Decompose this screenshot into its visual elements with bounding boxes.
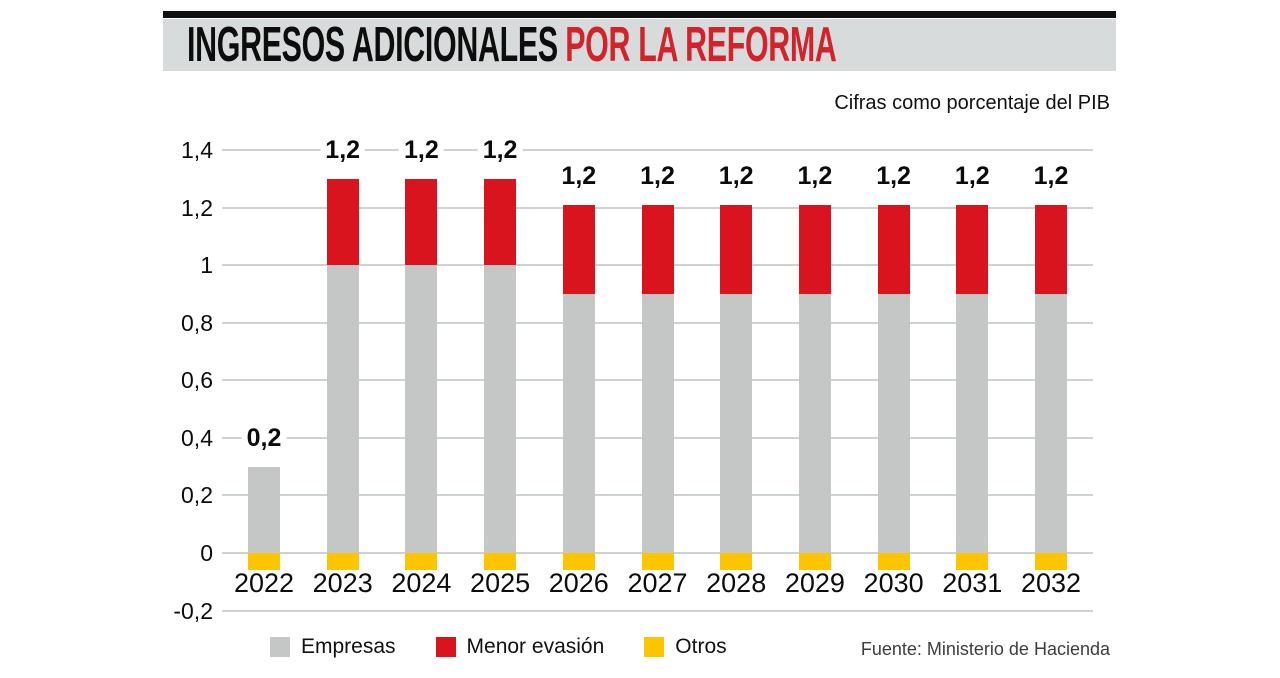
legend-swatch-menor-evasion <box>435 637 456 657</box>
bar-value-label: 0,2 <box>241 424 287 451</box>
y-tick-label: 0,2 <box>181 482 213 509</box>
x-tick-label: 2032 <box>1020 568 1082 598</box>
y-tick-label: 0,8 <box>181 309 213 336</box>
bar-segment-empresas <box>1035 293 1067 554</box>
x-tick-label: 2026 <box>548 568 609 598</box>
legend-item-menor-evasion: Menor evasión <box>435 635 605 658</box>
bar-segment-otros <box>798 553 831 571</box>
y-tick-label: 1,2 <box>181 194 213 221</box>
bar-segment-otros <box>720 553 753 571</box>
bar-segment-otros <box>326 553 359 571</box>
bar-segment-empresas <box>326 265 359 554</box>
title-top-rule <box>163 11 1116 18</box>
bar-segment-otros <box>405 553 438 571</box>
bar-segment-otros <box>248 553 280 571</box>
gridline <box>222 609 1093 612</box>
bar-value-label: 1,2 <box>556 162 602 189</box>
legend-swatch-empresas <box>270 637 290 657</box>
bar-segment-empresas <box>798 293 831 554</box>
y-tick-label: 0,6 <box>181 367 213 394</box>
x-tick-label: 2024 <box>391 568 452 598</box>
bar-segment-empresas <box>720 293 753 554</box>
bar-segment-empresas <box>405 265 438 554</box>
bar-segment-menor-evasion <box>1035 204 1067 294</box>
x-tick-label: 2027 <box>627 568 688 598</box>
bar-segment-menor-evasion <box>326 178 359 266</box>
bar-segment-otros <box>484 553 517 571</box>
bar-segment-otros <box>1035 553 1067 571</box>
bar-value-label: 1,2 <box>792 162 838 189</box>
bar-segment-menor-evasion <box>720 204 753 294</box>
x-tick-label: 2025 <box>470 568 531 598</box>
y-tick-label: 0,4 <box>181 424 213 451</box>
legend-label-otros: Otros <box>675 635 727 658</box>
bar-segment-empresas <box>248 466 280 554</box>
bar-value-label: 1,2 <box>949 162 995 189</box>
bar-segment-empresas <box>877 293 910 554</box>
legend: Empresas Menor evasión Otros <box>270 636 767 658</box>
chart-title: INGRESOS ADICIONALES POR LA REFORMA <box>187 18 837 72</box>
source-text: Fuente: Ministerio de Hacienda <box>860 639 1110 659</box>
bar-segment-otros <box>641 553 674 571</box>
bar-segment-otros <box>877 553 910 571</box>
chart-title-red: POR LA REFORMA <box>565 18 837 72</box>
x-tick-label: 2023 <box>312 568 373 598</box>
bar-segment-empresas <box>641 293 674 554</box>
title-band: INGRESOS ADICIONALES POR LA REFORMA <box>163 18 1116 72</box>
gridline <box>222 149 1093 151</box>
x-tick-label: 2028 <box>706 568 767 598</box>
y-tick-label: -0,2 <box>173 597 213 624</box>
bar-value-label: 1,2 <box>1028 162 1074 189</box>
x-tick-label: 2029 <box>784 568 845 598</box>
bar-value-label: 1,2 <box>477 136 523 163</box>
chart-title-black: INGRESOS ADICIONALES <box>187 18 558 72</box>
bar-segment-menor-evasion <box>877 204 910 294</box>
bar-segment-empresas <box>484 265 517 554</box>
legend-label-empresas: Empresas <box>301 635 396 658</box>
bar-value-label: 1,2 <box>713 162 759 189</box>
bar-value-label: 1,2 <box>635 162 680 189</box>
bar-value-label: 1,2 <box>320 136 366 163</box>
bar-segment-menor-evasion <box>641 204 674 294</box>
x-tick-label: 2031 <box>942 568 1003 598</box>
x-tick-label: 2030 <box>863 568 924 598</box>
y-tick-label: 1 <box>200 252 213 279</box>
bar-segment-menor-evasion <box>798 204 831 294</box>
bar-segment-menor-evasion <box>405 178 438 266</box>
bar-segment-otros <box>956 553 989 571</box>
bar-value-label: 1,2 <box>399 136 444 163</box>
y-tick-label: 1,4 <box>181 137 213 163</box>
bar-segment-menor-evasion <box>956 204 989 294</box>
legend-swatch-otros <box>644 637 665 657</box>
bar-segment-otros <box>562 553 595 571</box>
y-tick-label: 0 <box>200 540 213 567</box>
chart-subtitle: Cifras como porcentaje del PIB <box>834 92 1110 114</box>
legend-item-empresas: Empresas <box>270 636 396 658</box>
bar-segment-empresas <box>562 293 595 554</box>
legend-label-menor-evasion: Menor evasión <box>466 635 605 658</box>
bar-value-label: 1,2 <box>871 162 916 189</box>
bar-segment-menor-evasion <box>562 204 595 294</box>
legend-item-otros: Otros <box>644 635 727 658</box>
bar-segment-empresas <box>956 293 989 554</box>
x-tick-label: 2022 <box>233 568 295 598</box>
bar-segment-menor-evasion <box>484 178 517 266</box>
